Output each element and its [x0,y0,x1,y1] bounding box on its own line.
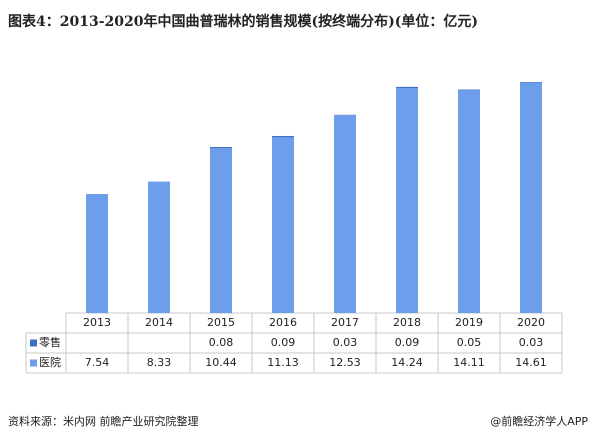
table-value: 0.03 [519,336,544,349]
bar-segment [334,115,356,313]
x-tick-label: 2017 [331,316,359,329]
legend-swatch [30,339,37,347]
bar-segment [148,181,170,313]
bar-segment [86,194,108,313]
bar-segment [210,147,232,149]
table-value: 14.61 [515,356,547,369]
table-value: 12.53 [329,356,361,369]
bar-segment [458,90,480,313]
table-value: 10.44 [205,356,237,369]
x-tick-label: 2015 [207,316,235,329]
table-value: 14.24 [391,356,423,369]
source-note: 资料来源：米内网 前瞻产业研究院整理 [8,414,199,428]
bar-segment [520,82,542,313]
x-tick-label: 2019 [455,316,483,329]
x-tick-label: 2016 [269,316,297,329]
legend-swatch [30,359,37,367]
table-value: 11.13 [267,356,299,369]
table-value: 0.03 [333,336,358,349]
chart-title: 图表4：2013-2020年中国曲普瑞林的销售规模(按终端分布)(单位：亿元) [8,13,478,30]
credit: @前瞻经济学人APP [490,414,588,428]
bar-segment [458,89,480,91]
table-value: 14.11 [453,356,485,369]
table-value: 0.08 [209,336,234,349]
x-tick-label: 2014 [145,316,173,329]
x-tick-label: 2018 [393,316,421,329]
bar-segment [396,86,418,89]
table-value: 0.09 [271,336,296,349]
bar-segment [272,137,294,313]
legend-label: 零售 [39,335,61,349]
table-value: 0.09 [395,336,420,349]
x-tick-label: 2013 [83,316,111,329]
legend-label: 医院 [39,355,61,369]
table-value: 7.54 [85,356,110,369]
table-value: 8.33 [147,356,172,369]
table-value: 0.05 [457,336,482,349]
bar-segment [272,135,294,138]
bar-segment [396,88,418,313]
bar-segment [210,148,232,313]
x-tick-label: 2020 [517,316,545,329]
